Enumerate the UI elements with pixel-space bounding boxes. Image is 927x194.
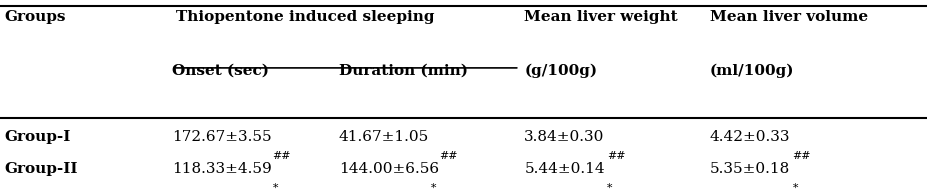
Text: 3.84±0.30: 3.84±0.30 [524,130,604,144]
Text: 5.44±0.14: 5.44±0.14 [524,162,604,176]
Text: (g/100g): (g/100g) [524,64,597,78]
Text: 5.35±0.18: 5.35±0.18 [709,162,789,176]
Text: *: * [792,183,797,193]
Text: *: * [273,183,277,193]
Text: ##: ## [792,151,810,161]
Text: Mean liver volume: Mean liver volume [709,10,867,24]
Text: Group-II: Group-II [5,162,78,176]
Text: Groups: Groups [5,10,66,24]
Text: 4.42±0.33: 4.42±0.33 [709,130,790,144]
Text: *: * [430,183,436,193]
Text: ##: ## [439,151,458,161]
Text: 172.67±3.55: 172.67±3.55 [171,130,271,144]
Text: 144.00±6.56: 144.00±6.56 [338,162,438,176]
Text: ##: ## [606,151,625,161]
Text: Thiopentone induced sleeping: Thiopentone induced sleeping [176,10,435,24]
Text: ##: ## [273,151,291,161]
Text: (ml/100g): (ml/100g) [709,64,794,78]
Text: *: * [606,183,612,193]
Text: Duration (min): Duration (min) [338,64,467,78]
Text: Mean liver weight: Mean liver weight [524,10,678,24]
Text: 41.67±1.05: 41.67±1.05 [338,130,428,144]
Text: Group-I: Group-I [5,130,71,144]
Text: Onset (sec): Onset (sec) [171,64,269,78]
Text: 118.33±4.59: 118.33±4.59 [171,162,271,176]
